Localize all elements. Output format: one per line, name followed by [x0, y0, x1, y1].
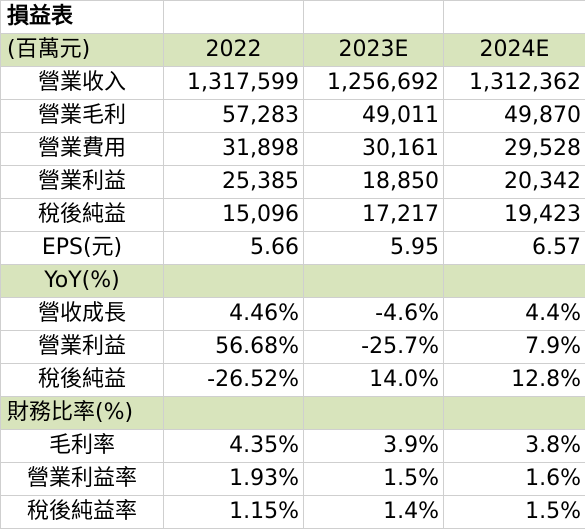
value-cell: 1,312,362: [443, 66, 585, 100]
value-cell: 1.6%: [443, 462, 585, 496]
value-cell: 1.93%: [163, 462, 304, 496]
empty-cell: [163, 396, 304, 430]
value-cell: 7.9%: [443, 330, 585, 364]
table-row: 營業利益 56.68% -25.7% 7.9%: [0, 330, 585, 364]
value-cell: 5.95: [303, 231, 444, 265]
value-cell: 31,898: [163, 132, 304, 166]
value-cell: 4.46%: [163, 297, 304, 331]
value-cell: -26.52%: [163, 363, 304, 397]
title-row: 損益表: [0, 0, 585, 34]
section-header-ratios: 財務比率(%): [0, 396, 585, 430]
year-header-2024e: 2024E: [443, 33, 585, 67]
row-label: 營業費用: [0, 132, 164, 166]
year-header-2023e: 2023E: [303, 33, 444, 67]
value-cell: 1.5%: [303, 462, 444, 496]
table-row: 營業毛利 57,283 49,011 49,870: [0, 99, 585, 133]
section-label: 財務比率(%): [0, 396, 164, 430]
value-cell: 1,256,692: [303, 66, 444, 100]
value-cell: 29,528: [443, 132, 585, 166]
table-row: 營業利益 25,385 18,850 20,342: [0, 165, 585, 199]
table-row: 毛利率 4.35% 3.9% 3.8%: [0, 429, 585, 463]
row-label: EPS(元): [0, 231, 164, 265]
value-cell: 49,870: [443, 99, 585, 133]
value-cell: 14.0%: [303, 363, 444, 397]
value-cell: 4.4%: [443, 297, 585, 331]
value-cell: 1.15%: [163, 495, 304, 529]
value-cell: 15,096: [163, 198, 304, 232]
empty-cell: [303, 264, 444, 298]
empty-cell: [163, 264, 304, 298]
value-cell: 1.4%: [303, 495, 444, 529]
row-label: 營業利益: [0, 330, 164, 364]
table-row: 營業利益率 1.93% 1.5% 1.6%: [0, 462, 585, 496]
empty-cell: [303, 0, 444, 34]
value-cell: 19,423: [443, 198, 585, 232]
table-row: 稅後純益 15,096 17,217 19,423: [0, 198, 585, 232]
empty-cell: [443, 264, 585, 298]
empty-cell: [443, 396, 585, 430]
empty-cell: [163, 0, 304, 34]
table-row: 營收成長 4.46% -4.6% 4.4%: [0, 297, 585, 331]
row-label: 稅後純益: [0, 198, 164, 232]
table-row: EPS(元) 5.66 5.95 6.57: [0, 231, 585, 265]
row-label: 營收成長: [0, 297, 164, 331]
value-cell: 25,385: [163, 165, 304, 199]
row-label: 毛利率: [0, 429, 164, 463]
value-cell: 4.35%: [163, 429, 304, 463]
value-cell: 3.9%: [303, 429, 444, 463]
table-row: 營業收入 1,317,599 1,256,692 1,312,362: [0, 66, 585, 100]
table-row: 稅後純益率 1.15% 1.4% 1.5%: [0, 495, 585, 529]
table-title: 損益表: [0, 0, 164, 34]
row-label: 營業利益: [0, 165, 164, 199]
row-label: 稅後純益率: [0, 495, 164, 529]
year-header-2022: 2022: [163, 33, 304, 67]
value-cell: 18,850: [303, 165, 444, 199]
value-cell: 3.8%: [443, 429, 585, 463]
value-cell: 12.8%: [443, 363, 585, 397]
value-cell: 20,342: [443, 165, 585, 199]
table-row: 稅後純益 -26.52% 14.0% 12.8%: [0, 363, 585, 397]
row-label: 營業毛利: [0, 99, 164, 133]
row-label: 營業收入: [0, 66, 164, 100]
empty-cell: [443, 0, 585, 34]
value-cell: 30,161: [303, 132, 444, 166]
empty-cell: [303, 396, 444, 430]
value-cell: -4.6%: [303, 297, 444, 331]
section-label: YoY(%): [0, 264, 164, 298]
value-cell: 17,217: [303, 198, 444, 232]
table-row: 營業費用 31,898 30,161 29,528: [0, 132, 585, 166]
value-cell: 1.5%: [443, 495, 585, 529]
row-label: 稅後純益: [0, 363, 164, 397]
unit-label: (百萬元): [0, 33, 164, 67]
value-cell: 5.66: [163, 231, 304, 265]
value-cell: 1,317,599: [163, 66, 304, 100]
value-cell: 6.57: [443, 231, 585, 265]
value-cell: 56.68%: [163, 330, 304, 364]
row-label: 營業利益率: [0, 462, 164, 496]
value-cell: 49,011: [303, 99, 444, 133]
value-cell: -25.7%: [303, 330, 444, 364]
header-row: (百萬元) 2022 2023E 2024E: [0, 33, 585, 67]
value-cell: 57,283: [163, 99, 304, 133]
section-header-yoy: YoY(%): [0, 264, 585, 298]
